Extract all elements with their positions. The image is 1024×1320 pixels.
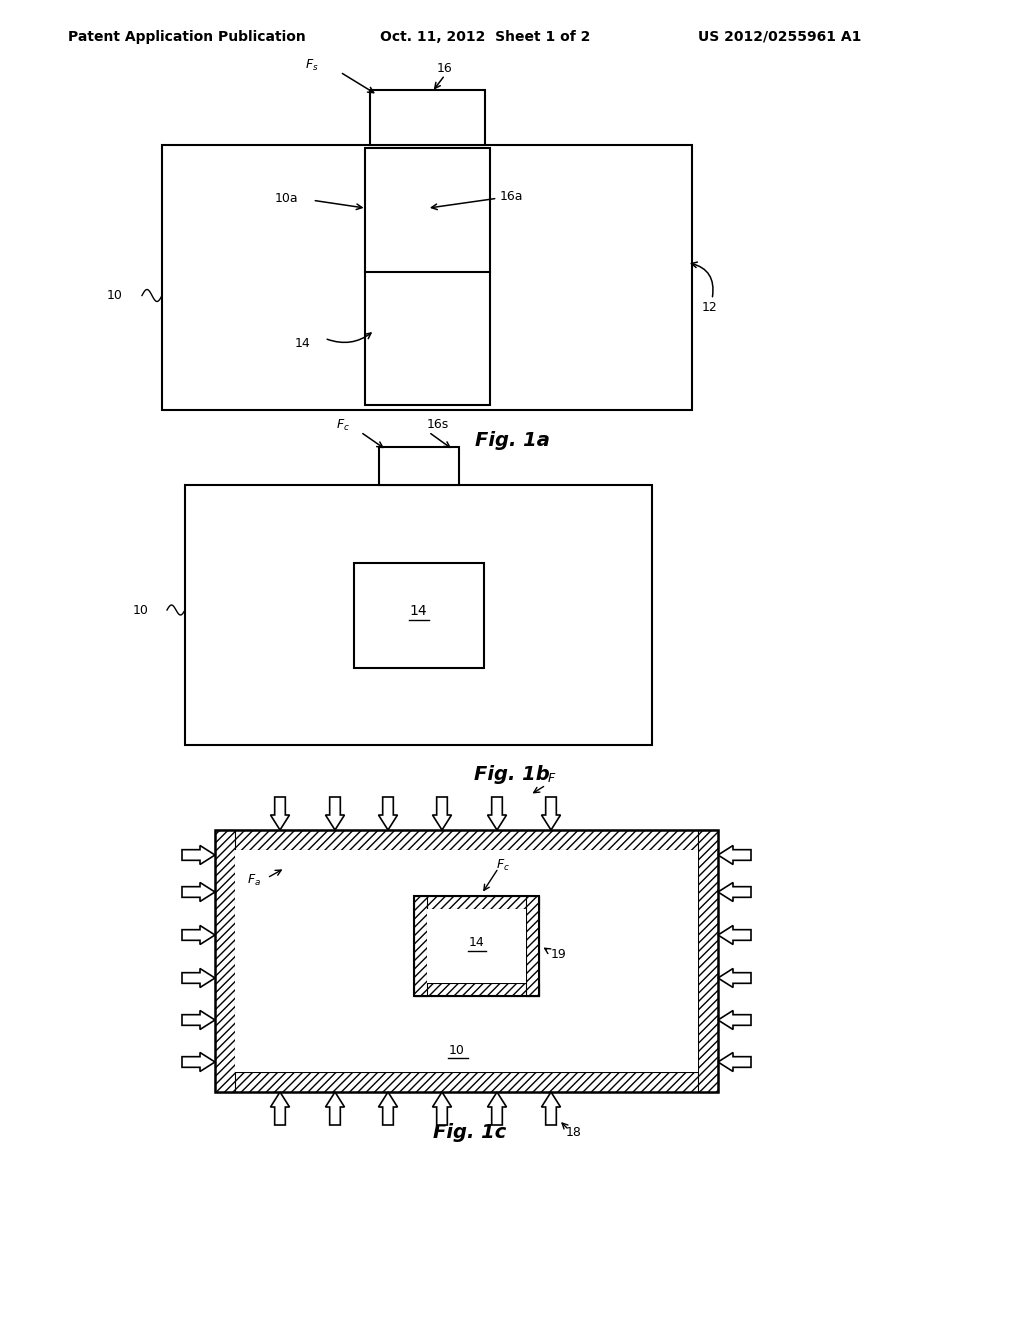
Bar [215, 830, 234, 1092]
Polygon shape [718, 1011, 751, 1030]
Bar [162, 145, 692, 411]
Text: Fig. 1c: Fig. 1c [433, 1122, 507, 1142]
Text: 14: 14 [469, 936, 484, 949]
Bar [698, 830, 718, 1092]
Text: 10a: 10a [274, 191, 298, 205]
Text: 10: 10 [449, 1044, 465, 1056]
Text: $F_s$: $F_s$ [305, 58, 318, 73]
Polygon shape [326, 1092, 344, 1125]
Text: F: F [548, 772, 555, 785]
Bar [427, 909, 526, 983]
Polygon shape [718, 846, 751, 865]
Text: Fig. 1a: Fig. 1a [474, 430, 550, 450]
Bar [185, 484, 652, 744]
Polygon shape [270, 797, 290, 830]
Polygon shape [182, 925, 215, 945]
Text: Patent Application Publication: Patent Application Publication [68, 30, 306, 44]
Polygon shape [182, 846, 215, 865]
Text: 18: 18 [566, 1126, 582, 1139]
Polygon shape [379, 1092, 397, 1125]
Polygon shape [718, 1052, 751, 1072]
Polygon shape [270, 1092, 290, 1125]
Bar [353, 562, 483, 668]
Text: 16a: 16a [500, 190, 523, 203]
Bar [414, 896, 427, 997]
Polygon shape [432, 1092, 452, 1125]
Polygon shape [718, 969, 751, 987]
Text: 16: 16 [437, 62, 453, 74]
Bar [215, 830, 718, 850]
Text: US 2012/0255961 A1: US 2012/0255961 A1 [698, 30, 861, 44]
Bar [414, 896, 539, 997]
Bar [365, 148, 489, 405]
Polygon shape [718, 883, 751, 902]
Bar [234, 850, 698, 1072]
Text: 19: 19 [551, 948, 566, 961]
Polygon shape [542, 797, 560, 830]
Text: Oct. 11, 2012  Sheet 1 of 2: Oct. 11, 2012 Sheet 1 of 2 [380, 30, 591, 44]
Polygon shape [182, 883, 215, 902]
Text: 14: 14 [295, 337, 310, 350]
Bar [215, 830, 718, 1092]
Text: $F_c$: $F_c$ [337, 417, 350, 433]
Text: Fig. 1b: Fig. 1b [474, 766, 550, 784]
Text: 16s: 16s [427, 418, 449, 432]
Text: 10: 10 [106, 289, 123, 302]
Text: 10: 10 [133, 603, 148, 616]
Polygon shape [182, 969, 215, 987]
Polygon shape [326, 797, 344, 830]
Polygon shape [487, 1092, 507, 1125]
Polygon shape [182, 1011, 215, 1030]
Bar [526, 896, 539, 997]
Bar [379, 447, 459, 484]
Polygon shape [487, 797, 507, 830]
Bar [370, 90, 484, 145]
Bar [414, 983, 539, 997]
Polygon shape [379, 797, 397, 830]
Text: $F_a$: $F_a$ [247, 873, 261, 887]
Polygon shape [182, 1052, 215, 1072]
Bar [215, 1072, 718, 1092]
Polygon shape [432, 797, 452, 830]
Text: $F_c$: $F_c$ [497, 858, 510, 873]
Polygon shape [718, 925, 751, 945]
Text: 12: 12 [702, 301, 718, 314]
Text: 14: 14 [410, 605, 427, 618]
Bar [414, 896, 539, 909]
Polygon shape [542, 1092, 560, 1125]
